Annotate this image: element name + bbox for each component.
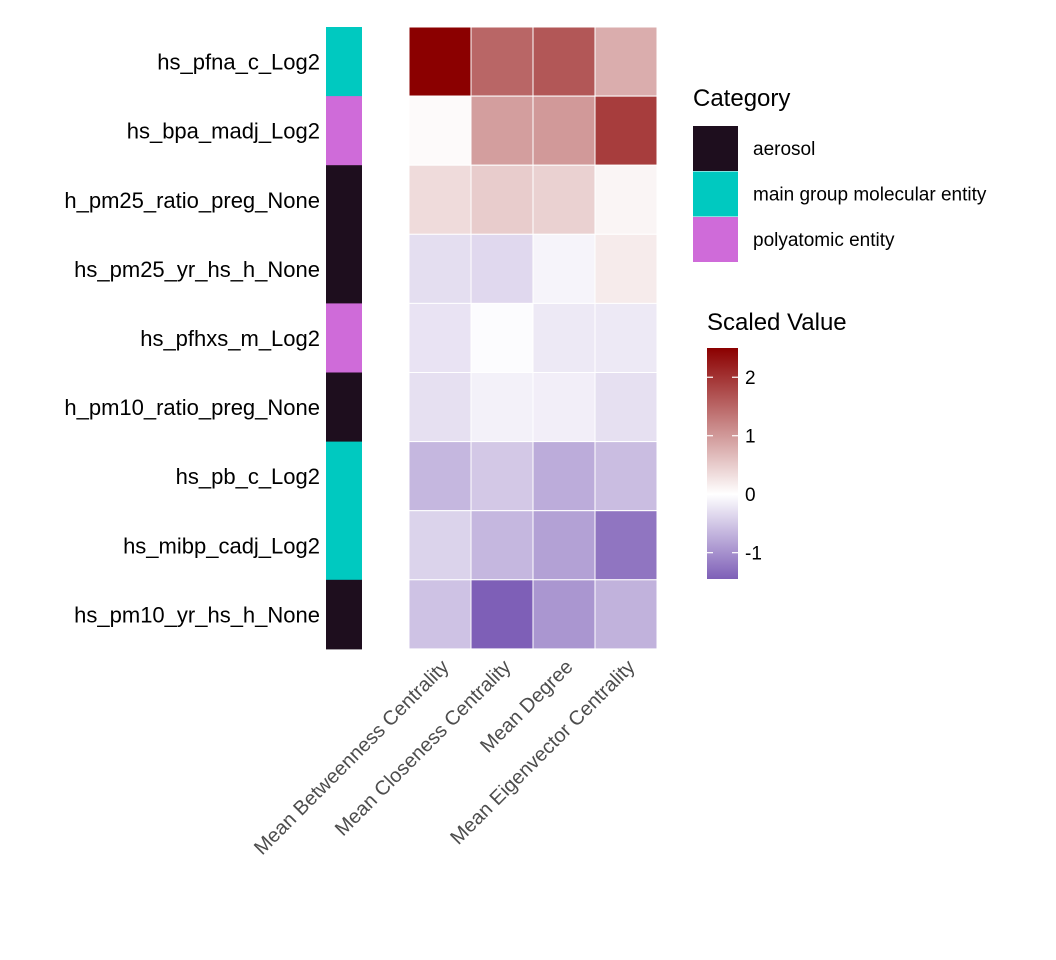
category-legend-label: aerosol [753, 139, 815, 160]
heatmap-cells [408, 26, 658, 650]
row-label: hs_bpa_madj_Log2 [127, 119, 320, 144]
heatmap-cell [408, 164, 472, 235]
category-legend-title: Category [693, 85, 790, 112]
heatmap-cell [594, 233, 658, 304]
category-cell [326, 303, 362, 373]
heatmap-cell [532, 372, 596, 443]
heatmap-cell [470, 510, 534, 581]
heatmap-cell [532, 233, 596, 304]
category-cell [326, 579, 362, 650]
category-legend-swatch [693, 217, 738, 262]
category-cell [326, 441, 362, 512]
heatmap-cell [470, 233, 534, 304]
colorbar-tick-label: 0 [745, 485, 756, 506]
category-cell [326, 510, 362, 581]
heatmap-cell [470, 441, 534, 512]
heatmap-cell [532, 510, 596, 581]
category-legend-label: polyatomic entity [753, 230, 895, 251]
category-cell [326, 27, 362, 97]
category-legend-swatch [693, 171, 738, 217]
heatmap-cell [408, 579, 472, 650]
heatmap-cell [408, 441, 472, 512]
row-label: hs_mibp_cadj_Log2 [123, 533, 320, 558]
heatmap-cell [408, 26, 472, 97]
heatmap-cell [408, 372, 472, 443]
row-label: h_pm25_ratio_preg_None [64, 188, 320, 213]
row-label: h_pm10_ratio_preg_None [64, 395, 320, 420]
heatmap-cell [532, 441, 596, 512]
heatmap-cell [594, 579, 658, 650]
heatmap-cell [532, 26, 596, 97]
category-cell [326, 234, 362, 304]
heatmap-cell [532, 95, 596, 166]
category-cell [326, 96, 362, 166]
heatmap-cell [594, 372, 658, 443]
heatmap-cell [408, 302, 472, 373]
category-cell [326, 165, 362, 235]
heatmap-cell [408, 510, 472, 581]
heatmap-cell [408, 95, 472, 166]
heatmap-cell [470, 164, 534, 235]
row-labels: hs_pfna_c_Log2 hs_bpa_madj_Log2 h_pm25_rat… [64, 50, 320, 628]
category-legend: Category aerosol main group molecular ent… [693, 85, 987, 262]
heatmap-cell [470, 579, 534, 650]
row-label: hs_pm25_yr_hs_h_None [74, 257, 320, 282]
heatmap-cell [594, 164, 658, 235]
heatmap-cell [470, 26, 534, 97]
category-legend-label: main group molecular entity [753, 185, 987, 206]
heatmap-cell [594, 302, 658, 373]
heatmap-cell [594, 95, 658, 166]
colorbar-tick-label: 2 [745, 368, 756, 389]
heatmap-cell [594, 510, 658, 581]
colorbar-tick-label: -1 [745, 544, 762, 565]
row-label: hs_pfna_c_Log2 [157, 50, 320, 75]
heatmap-cell [532, 302, 596, 373]
heatmap-cell [470, 372, 534, 443]
heatmap-cell [594, 441, 658, 512]
row-label: hs_pm10_yr_hs_h_None [74, 602, 320, 627]
color-legend: Scaled Value 2 1 0 -1 [707, 309, 847, 579]
category-cell [326, 372, 362, 443]
row-label: hs_pb_c_Log2 [176, 464, 320, 489]
color-legend-title: Scaled Value [707, 309, 847, 336]
heatmap-cell [470, 302, 534, 373]
category-legend-swatch [693, 126, 738, 171]
heatmap-cell [532, 579, 596, 650]
heatmap-cell [532, 164, 596, 235]
row-label: hs_pfhxs_m_Log2 [140, 326, 320, 351]
heatmap-cell [408, 233, 472, 304]
heatmap-cell [470, 95, 534, 166]
colorbar-tick-label: 1 [745, 427, 756, 448]
heatmap-cell [594, 26, 658, 97]
category-strip [326, 27, 362, 650]
colorbar [707, 348, 738, 579]
